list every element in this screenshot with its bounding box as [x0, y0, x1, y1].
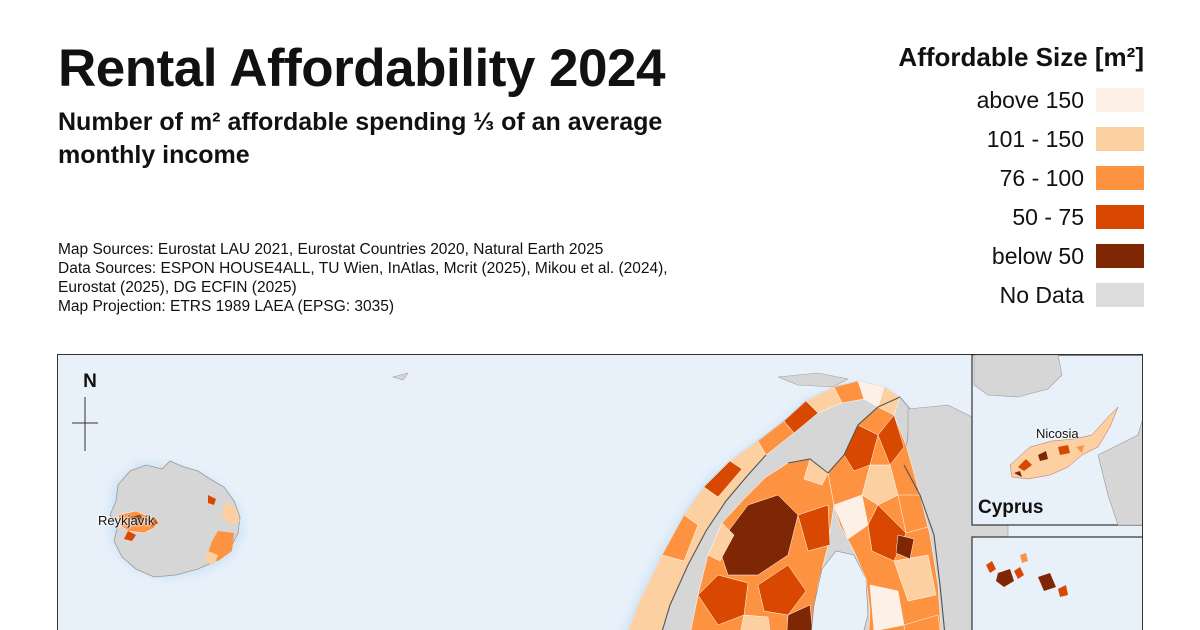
- legend-item-above-150: above 150: [977, 87, 1144, 113]
- inset-frames: [971, 355, 1142, 630]
- legend-swatch: [1096, 244, 1144, 268]
- legend-title: Affordable Size [m²]: [898, 42, 1144, 72]
- north-arrow-icon: [72, 397, 98, 451]
- legend-swatch: [1096, 88, 1144, 112]
- legend-item-76-100: 76 - 100: [1000, 165, 1144, 191]
- page-title: Rental Affordability 2024: [58, 39, 665, 98]
- inset-label-cyprus: Cyprus: [978, 497, 1044, 518]
- legend-item-below-50: below 50: [992, 243, 1144, 269]
- scandinavia: [628, 380, 1009, 630]
- legend-label: No Data: [999, 281, 1084, 308]
- legend-label: above 150: [976, 86, 1084, 113]
- data-sources-line: Data Sources: ESPON HOUSE4ALL, TU Wien, …: [58, 260, 668, 277]
- legend-label: 101 - 150: [986, 125, 1084, 152]
- legend-label: 50 - 75: [1012, 203, 1084, 230]
- arctic-islands: [391, 372, 849, 388]
- page-subtitle: Number of m² affordable spending ⅓ of an…: [58, 108, 663, 169]
- legend-label: 76 - 100: [999, 164, 1084, 191]
- north-label: N: [83, 371, 97, 392]
- legend-item-101-150: 101 - 150: [987, 126, 1144, 152]
- city-label-nicosia: Nicosia: [1036, 426, 1079, 441]
- legend-swatch: [1096, 166, 1144, 190]
- data-sources-line-continued: Eurostat (2025), DG ECFIN (2025): [58, 279, 297, 296]
- map-sources-line: Map Sources: Eurostat LAU 2021, Eurostat…: [58, 241, 604, 258]
- legend-label: below 50: [991, 242, 1084, 269]
- projection-line: Map Projection: ETRS 1989 LAEA (EPSG: 30…: [58, 298, 395, 315]
- map-canvas[interactable]: [58, 355, 1143, 630]
- city-label-reykjavik: Reykjavík: [98, 513, 155, 528]
- legend-swatch: [1096, 127, 1144, 151]
- iceland: [109, 460, 241, 578]
- legend-swatch: [1096, 283, 1144, 307]
- legend-swatch: [1096, 205, 1144, 229]
- map-panel[interactable]: N Reykjavík Nicosia Cyprus: [57, 354, 1143, 630]
- source-notes: Map Sources: Eurostat LAU 2021, Eurostat…: [58, 240, 758, 316]
- legend-item-50-75: 50 - 75: [1012, 204, 1144, 230]
- legend-item-no-data: No Data: [1000, 282, 1144, 308]
